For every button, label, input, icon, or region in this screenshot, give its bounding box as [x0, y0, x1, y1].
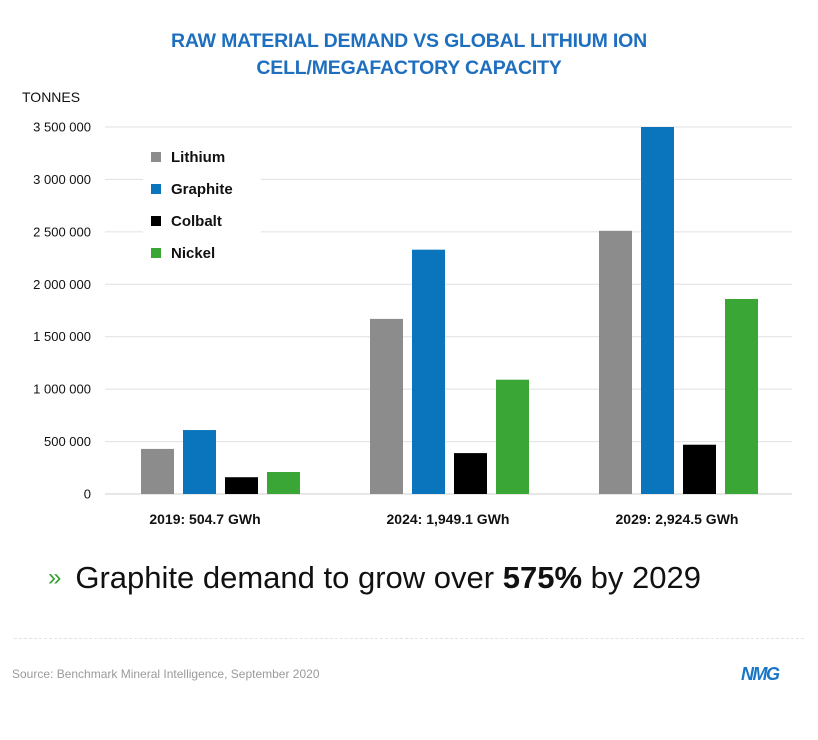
- divider: [14, 638, 804, 639]
- x-tick-label: 2029: 2,924.5 GWh: [616, 511, 739, 527]
- legend-label-nickel: Nickel: [171, 245, 215, 262]
- legend-background: [143, 142, 261, 268]
- legend-swatch-colbalt: [151, 216, 161, 226]
- y-tick-label: 1 000 000: [33, 382, 91, 397]
- bar-colbalt-1: [454, 453, 487, 494]
- bar-nickel-1: [496, 379, 529, 494]
- bar-colbalt-0: [225, 477, 258, 494]
- legend-swatch-nickel: [151, 248, 161, 258]
- legend: Lithium Graphite Colbalt Nickel: [151, 149, 233, 262]
- bar-graphite-0: [183, 430, 216, 494]
- bar-nickel-2: [725, 298, 758, 494]
- bar-lithium-0: [141, 448, 174, 494]
- bar-nickel-0: [267, 471, 300, 494]
- bar-graphite-2: [641, 127, 674, 494]
- headline-post: by 2029: [590, 560, 701, 595]
- headline: » Graphite demand to grow over 575% by 20…: [48, 560, 701, 596]
- bar-graphite-1: [412, 249, 445, 494]
- chevron-icon: »: [48, 564, 62, 591]
- bar-lithium-1: [370, 318, 403, 494]
- chart-title: RAW MATERIAL DEMAND VS GLOBAL LITHIUM IO…: [0, 28, 818, 82]
- y-tick-label: 3 000 000: [33, 172, 91, 187]
- bar-colbalt-2: [683, 444, 716, 494]
- chart-title-line-2: CELL/MEGAFACTORY CAPACITY: [256, 57, 562, 79]
- headline-pre: Graphite demand to grow over: [75, 560, 495, 595]
- y-axis-label: TONNES: [22, 89, 80, 105]
- y-tick-label: 1 500 000: [33, 329, 91, 344]
- bar-lithium-2: [599, 230, 632, 494]
- legend-label-lithium: Lithium: [171, 149, 225, 166]
- legend-label-colbalt: Colbalt: [171, 213, 222, 230]
- chart-title-line-1: RAW MATERIAL DEMAND VS GLOBAL LITHIUM IO…: [170, 30, 648, 52]
- legend-swatch-lithium: [151, 152, 161, 162]
- x-axis-ticks: 2019: 504.7 GWh 2024: 1,949.1 GWh 2029: 2,…: [149, 511, 738, 527]
- y-tick-label: 500 000: [44, 434, 91, 449]
- y-tick-label: 3 500 000: [33, 120, 91, 135]
- nmg-logo: NMG: [741, 664, 780, 684]
- legend-swatch-graphite: [151, 184, 161, 194]
- y-tick-label: 2 000 000: [33, 277, 91, 292]
- bar-chart: TONNES 0 500 000 1 000 000 1 500 000 2 000 0…: [22, 89, 792, 527]
- headline-percent: 575%: [502, 560, 583, 595]
- y-tick-label: 2 500 000: [33, 224, 91, 239]
- source-note: Source: Benchmark Mineral Intelligence, …: [12, 667, 320, 681]
- y-axis-ticks: 0 500 000 1 000 000 1 500 000 2 000 000 2 500…: [33, 120, 91, 502]
- x-tick-label: 2019: 504.7 GWh: [149, 511, 260, 527]
- y-tick-label: 0: [84, 487, 91, 502]
- x-tick-label: 2024: 1,949.1 GWh: [387, 511, 510, 527]
- legend-label-graphite: Graphite: [171, 181, 233, 198]
- bars: [141, 127, 758, 494]
